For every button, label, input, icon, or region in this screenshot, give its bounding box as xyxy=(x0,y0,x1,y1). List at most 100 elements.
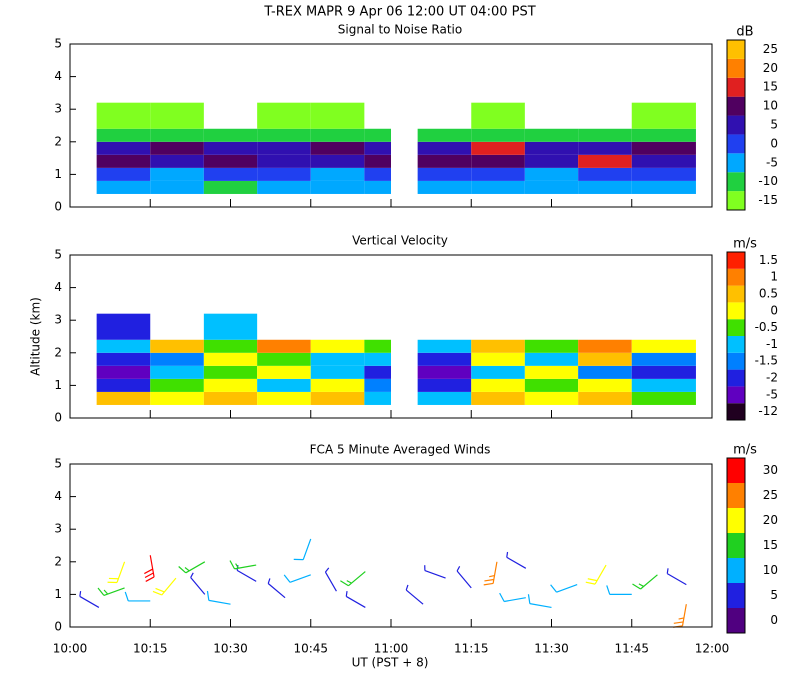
heat-cell xyxy=(96,154,151,168)
colorbar-label: 1.5 xyxy=(759,253,778,267)
wind-barb xyxy=(79,591,100,608)
y-tick-label: 3 xyxy=(54,102,62,116)
heat-cell xyxy=(364,141,391,155)
colorbar-block xyxy=(727,483,745,508)
heat-cell xyxy=(631,102,696,129)
colorbar-block xyxy=(727,172,745,192)
heat-cell xyxy=(524,128,579,142)
colorbar-block xyxy=(727,302,745,320)
heat-cell xyxy=(471,154,525,168)
wind-barb xyxy=(483,561,498,586)
heat-cell xyxy=(257,391,311,405)
colorbar-unit: m/s xyxy=(733,237,757,252)
heat-cell xyxy=(364,352,391,366)
heat-cell xyxy=(96,339,151,353)
y-tick-label: 5 xyxy=(54,457,62,471)
heat-cell xyxy=(471,102,525,129)
heat-cell xyxy=(417,180,472,194)
wind-barb xyxy=(606,585,632,595)
heat-cell xyxy=(417,365,472,379)
colorbar-block xyxy=(727,386,745,404)
heat-cell xyxy=(203,128,258,142)
heat-cell xyxy=(524,391,579,405)
heat-cell xyxy=(96,167,151,181)
heat-cell xyxy=(631,365,696,379)
x-tick-label: 12:00 xyxy=(695,642,730,656)
colorbar-label: 25 xyxy=(763,488,778,502)
colorbar-label: 1 xyxy=(770,270,778,284)
heat-cell xyxy=(471,378,525,392)
y-tick-label: 4 xyxy=(54,489,62,503)
y-tick-label: 2 xyxy=(54,345,62,359)
x-tick-label: 10:00 xyxy=(53,642,88,656)
heat-cell xyxy=(364,339,391,353)
colorbar-block xyxy=(727,268,745,286)
colorbar-label: -12 xyxy=(758,404,778,418)
colorbar-label: 25 xyxy=(763,42,778,56)
heat-cell xyxy=(257,128,311,142)
heat-cell xyxy=(417,128,472,142)
heat-cell xyxy=(471,167,525,181)
wind-barb xyxy=(527,594,552,609)
heat-cell xyxy=(631,339,696,353)
wind-barb xyxy=(107,561,126,584)
heat-cell xyxy=(364,378,391,392)
colorbar-unit: m/s xyxy=(733,443,757,458)
colorbar-block xyxy=(727,153,745,173)
heat-cell xyxy=(96,378,151,392)
heat-cell xyxy=(310,180,365,194)
x-tick-label: 11:15 xyxy=(454,642,489,656)
colorbar-block xyxy=(727,508,745,533)
x-tick-label: 11:00 xyxy=(374,642,409,656)
heat-cell xyxy=(471,365,525,379)
heat-cell xyxy=(310,102,365,129)
wind-barb xyxy=(144,555,155,582)
y-tick-label: 3 xyxy=(54,313,62,327)
colorbar-label: -5 xyxy=(766,155,778,169)
wind-barb xyxy=(229,560,257,570)
wind-barb xyxy=(152,577,177,596)
y-tick-label: 1 xyxy=(54,167,62,181)
heat-cell xyxy=(578,154,632,168)
panel-title: Signal to Noise Ratio xyxy=(338,23,462,37)
heat-cell xyxy=(310,365,365,379)
heat-cell xyxy=(150,378,204,392)
wind-barb xyxy=(585,564,607,585)
y-tick-label: 5 xyxy=(54,37,62,51)
colorbar-label: -5 xyxy=(766,387,778,401)
heat-cell xyxy=(631,378,696,392)
colorbar-label: 0.5 xyxy=(759,287,778,301)
colorbar-block xyxy=(727,608,745,633)
heat-cell xyxy=(257,154,311,168)
colorbar-block xyxy=(727,252,745,269)
heat-cell xyxy=(257,365,311,379)
colorbar-frame xyxy=(726,39,746,211)
heat-cell xyxy=(524,352,579,366)
colorbar-block xyxy=(727,558,745,583)
heat-cell xyxy=(471,180,525,194)
plot-frame xyxy=(69,463,713,628)
heat-cell xyxy=(203,180,258,194)
colorbar-label: -0.5 xyxy=(755,320,778,334)
panel-title: Vertical Velocity xyxy=(352,234,448,248)
colorbar-block xyxy=(727,583,745,608)
heat-cell xyxy=(257,352,311,366)
colorbar-label: 15 xyxy=(763,80,778,94)
colorbar-label: 15 xyxy=(763,538,778,552)
heat-cell xyxy=(203,378,258,392)
heat-cell xyxy=(257,180,311,194)
wind-barb xyxy=(124,591,151,602)
heat-cell xyxy=(310,154,365,168)
colorbar-label: 10 xyxy=(763,563,778,577)
heat-cell xyxy=(417,339,472,353)
heat-cell xyxy=(310,167,365,181)
wind-barb xyxy=(206,590,231,605)
colorbar-label: -1.5 xyxy=(755,354,778,368)
colorbar-label: 10 xyxy=(763,99,778,113)
heat-cell xyxy=(631,180,696,194)
wind-barb xyxy=(345,591,366,608)
colorbar-frame xyxy=(726,457,746,634)
wind-barb xyxy=(97,587,125,596)
colorbar-label: -1 xyxy=(766,337,778,351)
heat-cell xyxy=(631,128,696,142)
